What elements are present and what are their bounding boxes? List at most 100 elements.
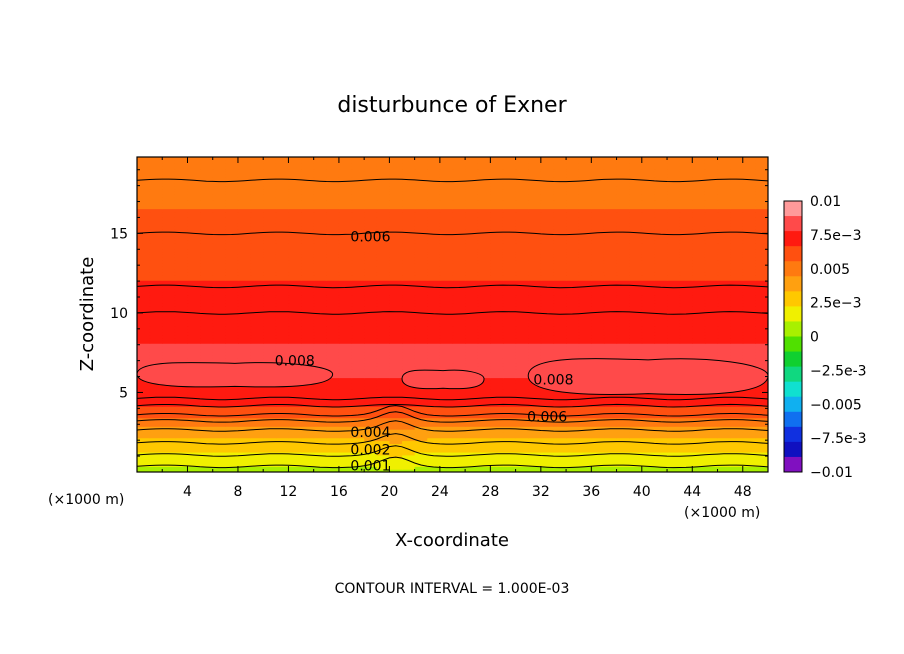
- field-cell: [553, 334, 567, 339]
- field-cell: [301, 305, 315, 310]
- field-cell: [502, 242, 517, 247]
- field-cell: [389, 291, 403, 296]
- field-cell: [566, 437, 580, 442]
- field-cell: [502, 406, 517, 410]
- field-cell: [490, 437, 504, 442]
- field-cell: [641, 254, 656, 258]
- field-cell: [414, 268, 428, 273]
- field-cell: [679, 291, 693, 296]
- field-cell: [263, 434, 277, 439]
- field-cell: [679, 240, 693, 244]
- field-cell: [679, 417, 693, 422]
- field-cell: [452, 265, 466, 270]
- field-cell: [742, 451, 756, 456]
- field-cell: [351, 334, 365, 339]
- field-cell: [452, 411, 466, 416]
- field-cell: [477, 285, 491, 290]
- field-cell: [301, 208, 315, 213]
- field-cell: [452, 463, 466, 467]
- field-cell: [313, 469, 327, 472]
- field-cell: [326, 214, 340, 218]
- field-cell: [137, 208, 151, 213]
- field-cell: [275, 443, 290, 447]
- field-cell: [414, 323, 428, 327]
- field-cell: [301, 391, 315, 396]
- field-cell: [452, 291, 466, 296]
- field-cell: [465, 466, 479, 470]
- field-cell: [414, 343, 428, 347]
- field-cell: [351, 280, 365, 284]
- field-cell: [641, 403, 656, 407]
- field-cell: [490, 208, 504, 213]
- field-cell: [187, 400, 201, 404]
- field-cell: [364, 337, 378, 341]
- field-cell: [414, 188, 428, 192]
- field-cell: [187, 354, 201, 359]
- field-cell: [439, 314, 454, 318]
- field-cell: [376, 274, 390, 278]
- field-cell: [566, 294, 580, 298]
- field-cell: [616, 234, 630, 238]
- field-cell: [566, 434, 580, 439]
- field-cell: [641, 199, 656, 204]
- field-cell: [692, 323, 706, 327]
- field-cell: [553, 274, 567, 278]
- field-cell: [225, 205, 239, 210]
- field-cell: [540, 354, 555, 359]
- field-cell: [174, 240, 189, 244]
- field-cell: [402, 426, 416, 430]
- field-cell: [528, 463, 542, 467]
- field-cell: [187, 357, 201, 361]
- field-cell: [679, 257, 693, 261]
- field-cell: [490, 214, 504, 218]
- field-cell: [641, 463, 656, 467]
- field-cell: [427, 431, 441, 436]
- field-cell: [439, 325, 454, 330]
- field-cell: [553, 303, 567, 307]
- field-cell: [742, 388, 756, 393]
- field-cell: [402, 449, 416, 453]
- field-cell: [263, 211, 277, 215]
- field-cell: [553, 242, 567, 247]
- field-cell: [427, 248, 441, 253]
- field-cell: [212, 348, 226, 353]
- field-cell: [149, 391, 163, 396]
- field-cell: [490, 245, 504, 250]
- field-cell: [578, 303, 592, 307]
- field-cell: [174, 391, 189, 396]
- field-cell: [338, 354, 353, 359]
- field-cell: [667, 437, 681, 442]
- field-cell: [439, 308, 454, 313]
- field-cell: [338, 231, 353, 235]
- field-cell: [730, 237, 744, 241]
- field-cell: [591, 346, 605, 350]
- field-cell: [174, 323, 189, 327]
- field-cell: [301, 460, 315, 465]
- field-cell: [313, 325, 327, 330]
- field-cell: [452, 449, 466, 453]
- field-cell: [755, 328, 768, 333]
- field-cell: [275, 423, 290, 427]
- field-cell: [667, 220, 681, 224]
- field-cell: [351, 199, 365, 204]
- field-cell: [275, 202, 290, 207]
- field-cell: [477, 311, 491, 316]
- field-cell: [200, 242, 214, 247]
- field-cell: [389, 446, 403, 450]
- field-cell: [452, 257, 466, 261]
- field-cell: [301, 406, 315, 410]
- field-cell: [402, 334, 416, 339]
- field-cell: [679, 426, 693, 430]
- field-cell: [326, 386, 340, 390]
- field-cell: [389, 348, 403, 353]
- field-cell: [402, 323, 416, 327]
- field-cell: [654, 426, 668, 430]
- field-cell: [603, 222, 618, 227]
- field-cell: [528, 406, 542, 410]
- field-cell: [692, 234, 706, 238]
- field-cell: [452, 214, 466, 218]
- field-cell: [301, 297, 315, 301]
- field-cell: [730, 265, 744, 270]
- field-cell: [692, 320, 706, 324]
- field-cell: [603, 317, 618, 321]
